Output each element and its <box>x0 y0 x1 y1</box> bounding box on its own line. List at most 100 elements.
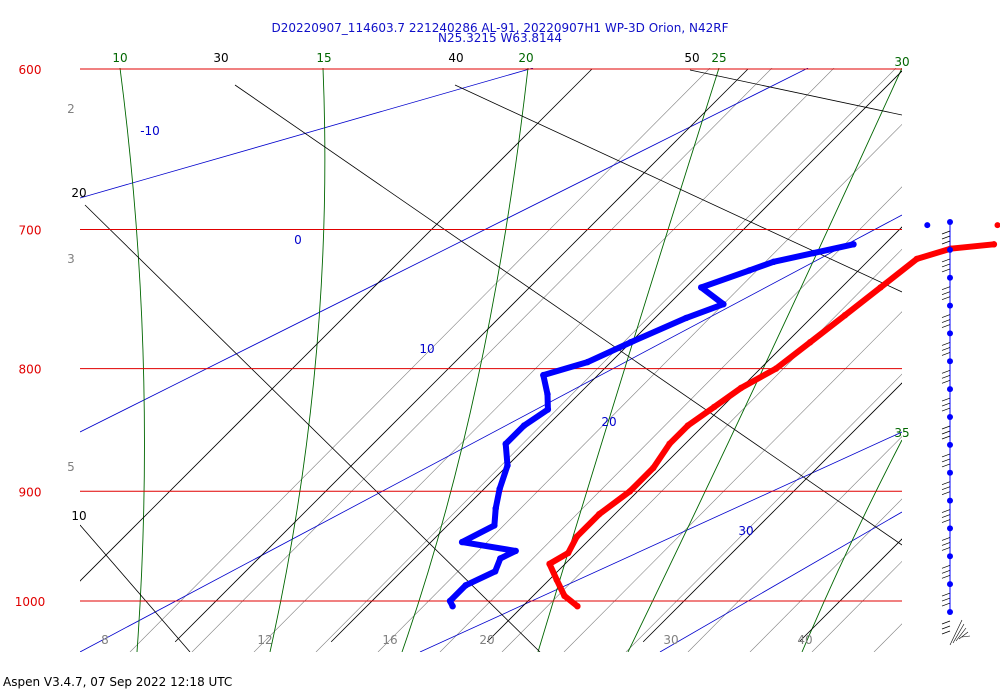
wind-barb-dot <box>947 358 953 365</box>
dewpoint-point <box>492 568 499 575</box>
mixing-ratio-line <box>439 186 902 652</box>
wind-barb-dot <box>947 246 953 253</box>
wind-barb-tick <box>941 481 951 486</box>
temperature-point <box>666 440 673 448</box>
dewpoint-point <box>520 422 528 429</box>
dewpoint-point <box>512 547 519 555</box>
dewpoint-point <box>544 406 552 413</box>
temperature-trace <box>546 241 997 610</box>
dewpoint-point <box>810 249 817 257</box>
dewpoint-profile <box>446 222 931 610</box>
wind-barb-tick <box>941 296 951 301</box>
dewpoint-point <box>544 391 551 398</box>
temperature-point <box>684 422 691 429</box>
mixing-ratio-line <box>501 248 902 652</box>
temperature-point <box>561 592 568 599</box>
wind-barb-tick <box>941 458 951 463</box>
pressure-label: 600 <box>19 63 42 77</box>
wind-barb-tick <box>941 625 951 630</box>
dewpoint-point <box>540 371 547 379</box>
wind-barb-tick <box>949 619 963 646</box>
wind-barb-tick <box>941 602 951 607</box>
temperature-point <box>626 488 634 495</box>
temperature-point <box>546 560 553 568</box>
moist-adiabat-label: 20 <box>518 51 533 65</box>
dewpoint-point <box>491 522 498 529</box>
isotherm-line <box>689 69 902 116</box>
temperature-point <box>913 255 921 263</box>
wind-barb-tick <box>955 627 967 642</box>
temperature-point <box>994 222 1000 229</box>
isotherm-label: 50 <box>684 51 699 65</box>
dry-adiabat-label: 20 <box>601 415 616 429</box>
wind-barb-tick <box>941 569 951 574</box>
wind-barb-tick <box>941 258 951 263</box>
isotherm-label: 20 <box>71 186 86 200</box>
chart-title-line-2: N25.3215 W63.8144 <box>438 31 562 45</box>
moist-adiabat-label: 30 <box>894 55 909 69</box>
pressure-label: 800 <box>19 363 42 377</box>
temperature-point <box>841 312 849 319</box>
wind-barb-tick <box>941 407 951 412</box>
mixing-ratio-line <box>129 68 711 652</box>
isotherm-line <box>80 68 593 582</box>
wind-barb-tick <box>941 369 951 374</box>
wind-barb-tick <box>941 374 951 379</box>
moist-adiabat-line <box>627 68 902 652</box>
moist-adiabat-line <box>801 439 902 652</box>
mixing-ratio-line <box>377 123 902 652</box>
temperature-point <box>807 339 814 346</box>
wind-barb-tick <box>961 635 971 638</box>
wind-barb-tick <box>941 230 951 235</box>
isotherm-label: 10 <box>71 509 86 523</box>
wind-barb-tick <box>941 491 951 496</box>
dry-adiabat-label: 10 <box>419 342 434 356</box>
moist-adiabat-label: 35 <box>894 426 909 440</box>
wind-barb-tick <box>941 347 951 351</box>
temperature-point <box>596 511 603 518</box>
mixing-ratio-label: 40 <box>797 633 812 647</box>
wind-barb-tick <box>941 542 951 546</box>
wind-barb-tick <box>941 486 951 491</box>
mixing-ratio-label: 5 <box>67 460 75 474</box>
wind-barb-tick <box>941 324 951 328</box>
pressure-label: 1000 <box>15 595 46 609</box>
wind-barb-tick <box>941 547 951 551</box>
mixing-ratio-lines <box>129 68 902 652</box>
wind-barb-tick <box>941 397 951 402</box>
wind-barb-dot <box>947 330 953 337</box>
wind-barb-tick <box>941 263 951 268</box>
dewpoint-point <box>698 284 705 291</box>
temperature-profile <box>546 222 1000 610</box>
wind-barb-tick <box>941 435 951 440</box>
dry-adiabat-label: 0 <box>294 233 302 247</box>
temperature-point <box>990 241 998 248</box>
wind-barb-dot <box>947 414 953 420</box>
wind-barb-tick <box>941 430 951 435</box>
wind-barb-tick <box>941 291 951 296</box>
temperature-point <box>574 603 581 610</box>
moist-adiabat-line <box>119 68 145 652</box>
chart-title-line-1: D20220907_114603.7 221240286 AL-91, 2022… <box>271 21 729 35</box>
temperature-point <box>772 365 780 372</box>
moist-adiabat-line <box>269 68 326 652</box>
dewpoint-point <box>458 538 466 546</box>
dry-adiabat-line <box>80 68 809 433</box>
wind-barb-tick <box>941 519 951 523</box>
wind-barb-tick <box>941 574 951 579</box>
wind-barb-tick <box>952 623 965 644</box>
moist-adiabats <box>119 68 902 652</box>
dry-adiabats <box>80 68 902 652</box>
isotherm-line <box>798 538 902 643</box>
moist-adiabat-label: 25 <box>711 51 726 65</box>
wind-barb-tick <box>941 597 951 602</box>
wind-barb-dot <box>947 386 953 393</box>
dry-adiabat-line <box>80 68 534 199</box>
isotherm-label: 40 <box>448 51 463 65</box>
moist-adiabat-line <box>401 68 529 652</box>
wind-barb-tick <box>941 630 951 635</box>
wind-barb-tick <box>941 453 951 458</box>
dewpoint-point <box>504 462 511 469</box>
